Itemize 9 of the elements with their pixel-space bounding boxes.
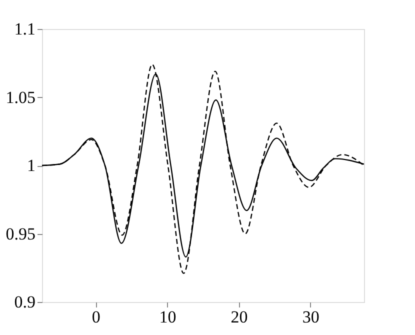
x-tick-label: 30 [302, 308, 320, 326]
x-tick-label: 0 [92, 308, 100, 326]
y-tick-label: 0.9 [14, 292, 36, 312]
y-tick-label: 0.95 [6, 224, 36, 244]
y-tick-label: 1.05 [6, 88, 36, 107]
x-tick-label: 20 [230, 308, 248, 326]
x-tick-label: 10 [159, 308, 176, 326]
y-tick-label: 1 [27, 156, 36, 175]
y-tick-label: 1.1 [14, 20, 36, 38]
